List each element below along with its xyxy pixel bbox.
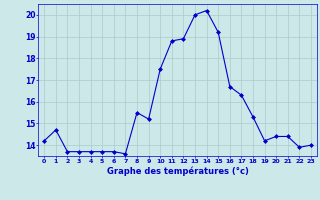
X-axis label: Graphe des températures (°c): Graphe des températures (°c) [107, 167, 249, 176]
